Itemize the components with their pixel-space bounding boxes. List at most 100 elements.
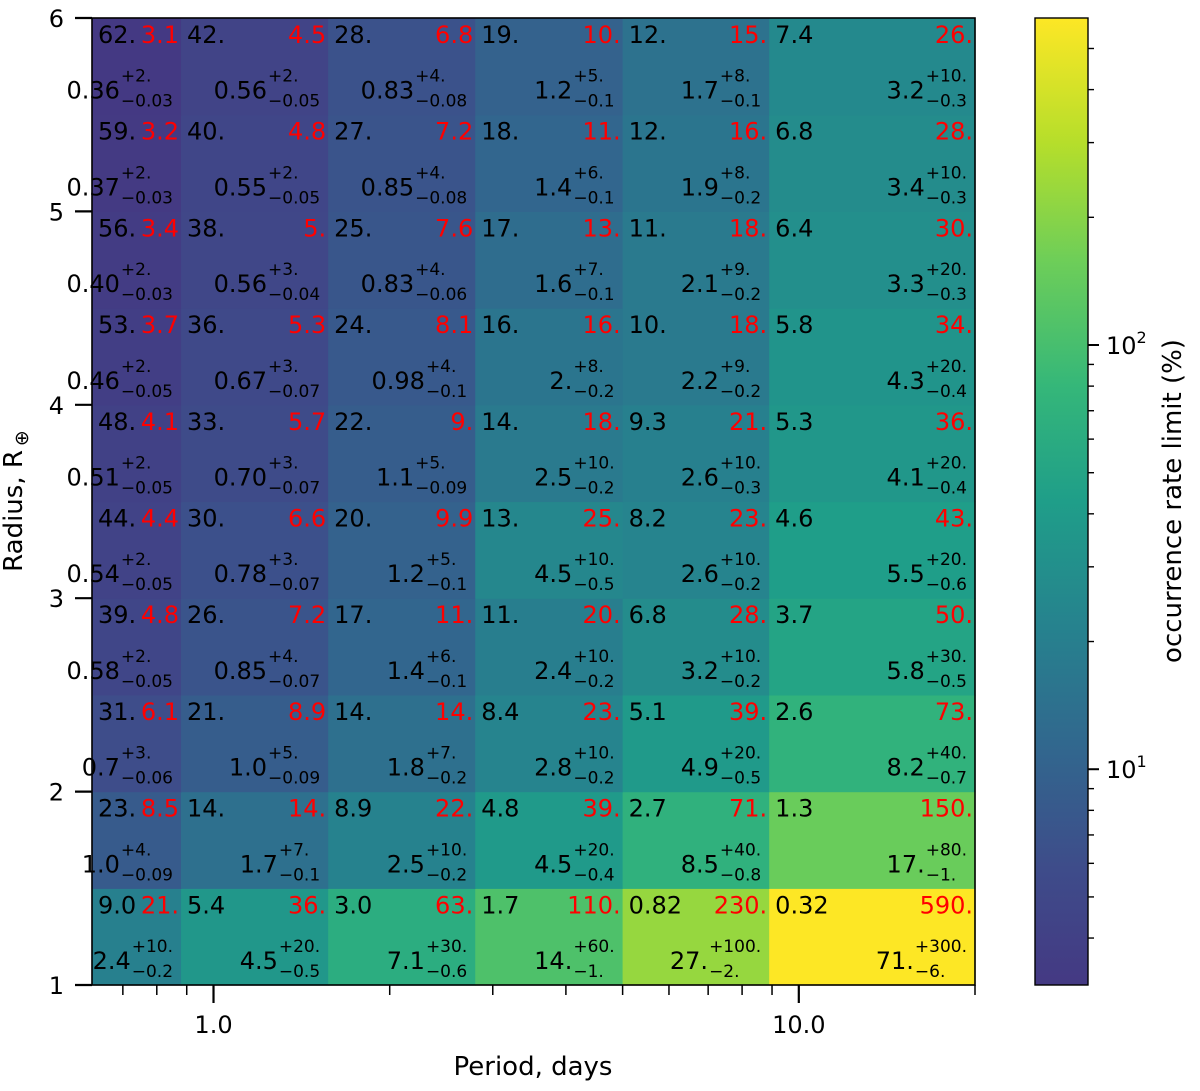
- cell-rate-value: 2.2: [681, 367, 719, 395]
- heatmap-cell: [92, 598, 182, 696]
- cell-rate-estimate: 0.55 +2. −0.05: [214, 163, 321, 208]
- heatmap-cell: [475, 501, 624, 599]
- cell-rate-value: 1.9: [681, 173, 719, 201]
- heatmap-cell: [769, 791, 976, 889]
- cell-rate-upper: +2.: [121, 163, 151, 183]
- cell-rate-estimate: 8.2 +40. −0.7: [887, 744, 967, 789]
- cell-rate-value: 3.2: [887, 77, 925, 105]
- cell-rate-lower: −0.04: [268, 285, 320, 305]
- cell-rate-value: 3.3: [887, 270, 925, 298]
- cell-rate-estimate: 3.3 +20. −0.3: [887, 260, 967, 305]
- cell-rate-lower: −0.5: [279, 962, 320, 982]
- cell-rate-value: 1.6: [534, 270, 572, 298]
- cell-rate-lower: −0.2: [720, 188, 761, 208]
- cell-rate-value: 2.4: [534, 657, 572, 685]
- cell-rate-estimate: 2.1 +9. −0.2: [681, 260, 761, 305]
- x-axis: 1.0 10.0: [122, 985, 976, 1039]
- cell-rate-value: 0.37: [66, 173, 119, 201]
- cell-rate-estimate: 0.54 +2. −0.05: [66, 550, 173, 595]
- cell-value-red: 590.: [920, 891, 973, 919]
- x-axis-label: Period, days: [454, 1052, 613, 1082]
- cell-value-black: 7.4: [775, 21, 813, 49]
- cell-value-red: 30.: [935, 214, 973, 242]
- cell-value-black: 6.8: [629, 601, 667, 629]
- cell-rate-upper: +10.: [573, 744, 614, 764]
- cell-value-black: 16.: [481, 311, 519, 339]
- cell-value-red: 6.1: [141, 698, 179, 726]
- cell-rate-upper: +4.: [121, 840, 151, 860]
- cell-value-red: 6.8: [435, 21, 473, 49]
- cell-value-black: 5.3: [775, 408, 813, 436]
- cell-rate-estimate: 2.4 +10. −0.2: [93, 937, 173, 982]
- cell-rate-upper: +3.: [121, 744, 151, 764]
- cell-rate-estimate: 7.1 +30. −0.6: [387, 937, 467, 982]
- cell-rate-upper: +300.: [915, 937, 967, 957]
- cell-value-black: 9.3: [629, 408, 667, 436]
- cell-rate-value: 4.9: [681, 754, 719, 782]
- cell-rate-lower: −0.2: [132, 962, 173, 982]
- cell-rate-upper: +10.: [573, 454, 614, 474]
- cell-rate-estimate: 0.56 +3. −0.04: [214, 260, 321, 305]
- cell-rate-upper: +8.: [720, 163, 750, 183]
- heatmap-cell: [475, 598, 624, 696]
- cell-rate-value: 0.83: [361, 270, 414, 298]
- cell-value-black: 2.7: [629, 795, 667, 823]
- heatmap-cell: [92, 18, 182, 116]
- cell-value-red: 7.6: [435, 214, 473, 242]
- cell-rate-value: 0.40: [66, 270, 119, 298]
- heatmap-cell: [475, 404, 624, 503]
- cell-rate-estimate: 3.2 +10. −0.3: [887, 67, 967, 112]
- cell-rate-upper: +5.: [415, 454, 445, 474]
- cell-value-red: 4.4: [141, 505, 179, 533]
- heatmap-cell: [328, 598, 476, 696]
- cell-value-black: 22.: [334, 408, 372, 436]
- cell-value-black: 38.: [187, 214, 225, 242]
- cell-rate-upper: +100.: [709, 937, 761, 957]
- cell-rate-lower: −0.07: [268, 672, 320, 692]
- heatmap-cell: [181, 211, 329, 309]
- cell-value-red: 4.1: [141, 408, 179, 436]
- cell-rate-value: 0.78: [214, 560, 267, 588]
- cell-rate-upper: +10.: [573, 550, 614, 570]
- cell-rate-value: 2.6: [681, 560, 719, 588]
- cell-rate-lower: −0.7: [926, 769, 967, 789]
- cell-value-black: 12.: [629, 21, 667, 49]
- cell-rate-upper: +20.: [926, 454, 967, 474]
- y-tick-label: 6: [49, 5, 64, 33]
- heatmap-cell: [769, 114, 976, 212]
- cell-rate-value: 1.2: [387, 560, 425, 588]
- heatmap-cell: [769, 211, 976, 309]
- cell-rate-lower: −0.07: [268, 479, 320, 499]
- cell-rate-upper: +10.: [720, 550, 761, 570]
- cell-value-red: 6.6: [288, 505, 326, 533]
- cell-rate-estimate: 1.2 +5. −0.1: [534, 67, 614, 112]
- cell-value-red: 8.1: [435, 311, 473, 339]
- cell-rate-estimate: 4.9 +20. −0.5: [681, 744, 761, 789]
- heatmap-cell: [475, 694, 624, 793]
- cell-rate-value: 4.5: [534, 560, 572, 588]
- cell-rate-upper: +20.: [926, 550, 967, 570]
- cell-rate-lower: −0.2: [426, 865, 467, 885]
- cell-rate-lower: −0.03: [121, 92, 173, 112]
- heatmap-cell: [475, 308, 624, 406]
- cell-rate-estimate: 0.85 +4. −0.07: [214, 647, 321, 692]
- cell-rate-estimate: 0.83 +4. −0.08: [361, 67, 468, 112]
- cell-rate-lower: −0.2: [573, 769, 614, 789]
- y-axis-label-text: Radius, R: [0, 450, 29, 572]
- cell-rate-estimate: 0.85 +4. −0.08: [361, 163, 468, 208]
- cell-value-red: 28.: [935, 118, 973, 146]
- cell-value-black: 59.: [98, 118, 136, 146]
- cell-rate-value: 2.1: [681, 270, 719, 298]
- cell-value-red: 110.: [567, 891, 620, 919]
- cell-rate-upper: +2.: [268, 163, 298, 183]
- cell-rate-upper: +10.: [720, 454, 761, 474]
- cell-value-red: 23.: [729, 505, 767, 533]
- cell-value-black: 1.3: [775, 795, 813, 823]
- cell-rate-upper: +20.: [926, 260, 967, 280]
- cell-rate-upper: +10.: [720, 647, 761, 667]
- cell-rate-value: 3.4: [887, 173, 925, 201]
- cell-rate-value: 8.2: [887, 754, 925, 782]
- cell-rate-upper: +3.: [268, 260, 298, 280]
- cell-rate-value: 1.4: [387, 657, 425, 685]
- cell-rate-upper: +8.: [573, 357, 603, 377]
